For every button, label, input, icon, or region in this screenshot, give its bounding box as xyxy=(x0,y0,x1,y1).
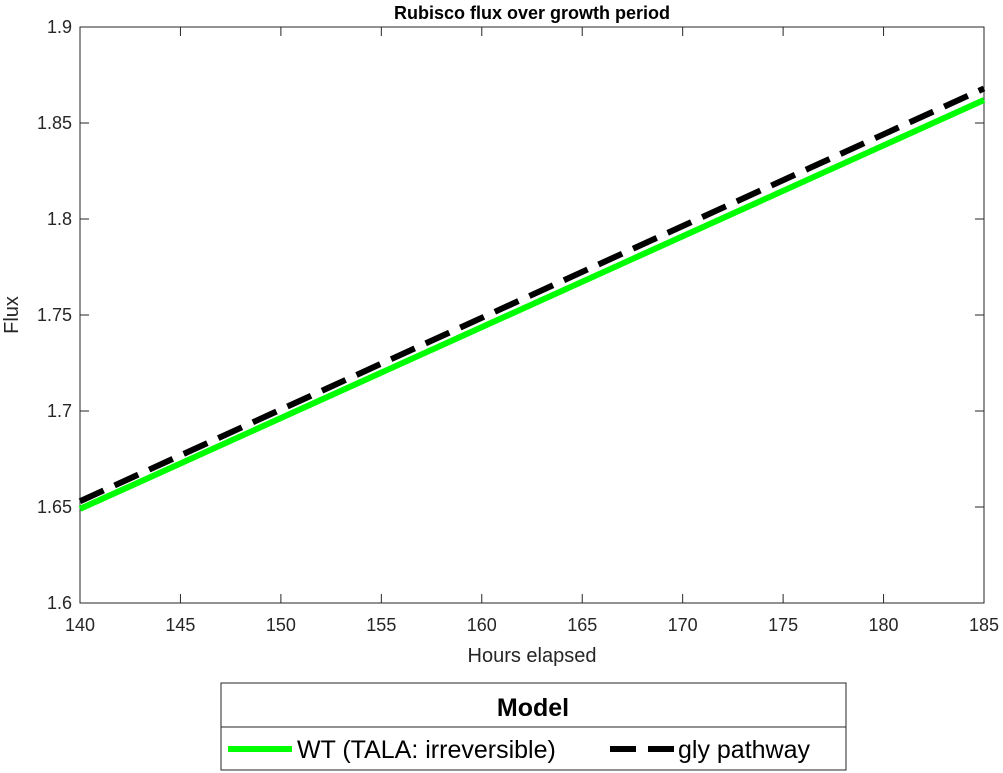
plot-area xyxy=(79,26,985,604)
series-line-1 xyxy=(78,85,986,504)
x-tick-label: 155 xyxy=(366,615,396,635)
y-axis-label: Flux xyxy=(1,296,23,334)
y-tick-label: 1.65 xyxy=(37,497,72,517)
x-tick-label: 140 xyxy=(65,615,95,635)
x-tick-label: 180 xyxy=(869,615,899,635)
y-tick-label: 1.85 xyxy=(37,113,72,133)
x-axis: 140 145 150 155 160 165 170 175 180 185 xyxy=(65,27,999,635)
y-tick-label: 1.9 xyxy=(47,17,72,37)
x-tick-label: 170 xyxy=(668,615,698,635)
series-line-0 xyxy=(78,97,986,512)
legend: Model WT (TALA: irreversible) gly pathwa… xyxy=(220,682,847,771)
x-tick-label: 150 xyxy=(266,615,296,635)
x-axis-label: Hours elapsed xyxy=(468,645,597,667)
x-tick-label: 185 xyxy=(969,615,999,635)
y-tick-label: 1.8 xyxy=(47,209,72,229)
x-tick-label: 175 xyxy=(768,615,798,635)
x-tick-label: 165 xyxy=(567,615,597,635)
x-tick-label: 160 xyxy=(467,615,497,635)
legend-label-wt: WT (TALA: irreversible) xyxy=(297,736,556,764)
y-tick-label: 1.6 xyxy=(47,593,72,613)
legend-label-gly: gly pathway xyxy=(678,736,811,764)
chart-title: Rubisco flux over growth period xyxy=(394,3,670,23)
y-tick-label: 1.7 xyxy=(47,401,72,421)
legend-title: Model xyxy=(497,694,569,722)
y-axis: 1.6 1.65 1.7 1.75 1.8 1.85 1.9 xyxy=(37,17,984,613)
x-tick-label: 145 xyxy=(165,615,195,635)
y-tick-label: 1.75 xyxy=(37,305,72,325)
series-layer xyxy=(78,85,986,512)
